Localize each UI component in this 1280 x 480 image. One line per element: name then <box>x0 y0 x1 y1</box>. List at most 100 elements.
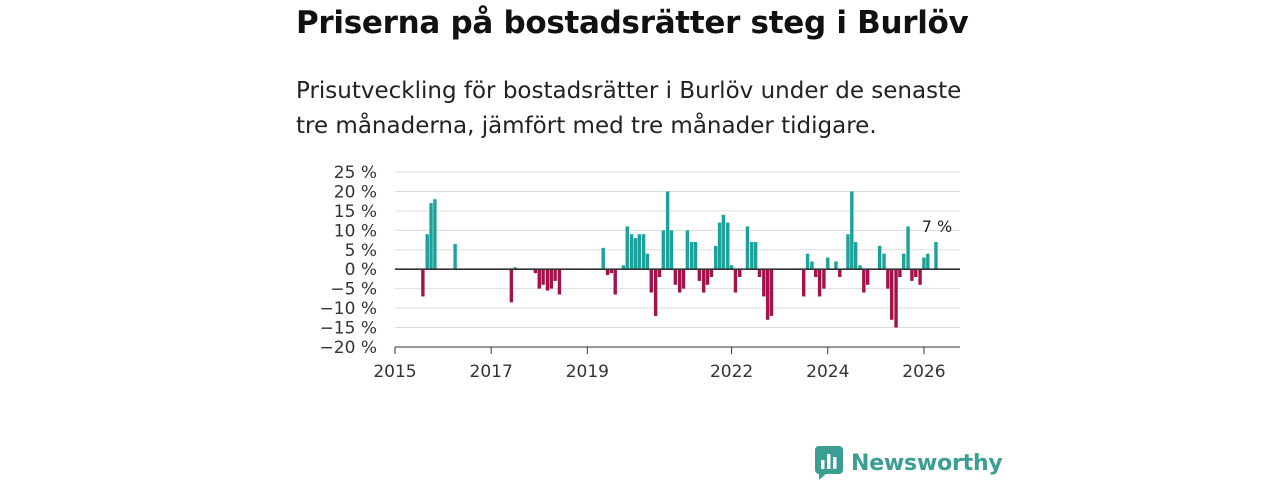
bar <box>717 222 722 270</box>
bar <box>625 226 629 270</box>
bar <box>934 242 938 270</box>
bar <box>657 269 662 277</box>
bar <box>605 269 610 276</box>
bar <box>714 245 718 270</box>
bar <box>822 269 826 289</box>
bar <box>890 269 894 320</box>
y-tick-label: −10 % <box>320 299 377 319</box>
bar <box>729 265 734 270</box>
x-tick-label: 2024 <box>806 362 849 382</box>
y-tick-label: 0 % <box>345 260 377 280</box>
bar <box>878 245 882 270</box>
bar <box>689 242 694 270</box>
bar <box>557 269 562 295</box>
bar <box>513 267 517 270</box>
newsworthy-logo: Newsworthy <box>815 446 1003 480</box>
bar <box>693 242 698 270</box>
bar <box>685 230 690 270</box>
bar <box>886 269 890 289</box>
y-tick-label: 5 % <box>345 241 377 261</box>
bar <box>621 265 626 270</box>
bar <box>421 269 425 297</box>
y-tick-label: 15 % <box>334 202 377 222</box>
bar <box>677 269 682 293</box>
bar <box>637 234 641 270</box>
x-tick-label: 2026 <box>902 362 945 382</box>
y-tick-label: 10 % <box>334 221 377 241</box>
chart-title: Priserna på bostadsrätter steg i Burlöv <box>296 5 969 41</box>
y-tick-label: 25 % <box>334 163 377 183</box>
x-tick-label: 2019 <box>566 362 609 382</box>
bar <box>669 230 674 270</box>
bar <box>726 222 730 270</box>
bar <box>661 230 666 270</box>
bar <box>898 269 902 277</box>
bar <box>910 269 914 281</box>
bar <box>541 269 545 285</box>
bar <box>429 203 433 270</box>
y-tick-label: −20 % <box>320 338 377 358</box>
bar <box>922 257 926 270</box>
y-tick-label: −5 % <box>330 280 377 300</box>
bar <box>862 269 866 293</box>
bar <box>633 238 638 270</box>
y-tick-label: 20 % <box>334 182 377 202</box>
bar <box>673 269 678 285</box>
bar <box>762 269 766 297</box>
x-tick-label: 2017 <box>470 362 513 382</box>
bar <box>709 269 714 277</box>
bar <box>846 234 850 270</box>
bar <box>834 261 838 270</box>
bar <box>902 253 906 270</box>
bar <box>533 269 538 274</box>
bar <box>733 269 738 293</box>
chart-subtitle: Prisutveckling för bostadsrätter i Burlö… <box>296 78 962 139</box>
bar <box>906 226 910 270</box>
bar <box>645 253 650 270</box>
bar <box>601 247 605 270</box>
bar <box>553 269 557 281</box>
bar <box>805 253 810 270</box>
bar <box>681 269 686 289</box>
bar <box>609 269 614 274</box>
bar <box>817 269 822 297</box>
x-tick-label: 2022 <box>710 362 753 382</box>
bar <box>757 269 762 277</box>
bar <box>802 269 806 297</box>
bar <box>838 269 842 277</box>
bar <box>613 269 617 295</box>
newsworthy-logo-icon <box>815 446 843 480</box>
bar <box>509 269 514 303</box>
bar <box>721 214 726 270</box>
bar <box>641 234 646 270</box>
brand-name: Newsworthy <box>851 450 1003 476</box>
bar <box>697 269 702 281</box>
bar <box>858 265 862 270</box>
bar <box>738 269 742 277</box>
bar <box>745 226 750 270</box>
bar <box>753 242 758 270</box>
bar <box>549 269 553 289</box>
bar <box>882 253 886 270</box>
bar <box>750 242 754 270</box>
bar <box>826 257 830 270</box>
last-value-label: 7 % <box>922 217 952 236</box>
bar <box>926 253 930 270</box>
bar <box>545 269 550 291</box>
bar <box>850 191 854 270</box>
bar <box>853 242 858 270</box>
bar <box>433 199 437 270</box>
bar <box>865 269 870 285</box>
bar <box>814 269 818 277</box>
bar <box>918 269 922 285</box>
bar <box>894 269 898 328</box>
bar <box>665 191 670 270</box>
bar <box>649 269 653 293</box>
bar <box>537 269 541 289</box>
bar <box>765 269 770 320</box>
bar <box>425 234 429 270</box>
bar <box>653 269 658 316</box>
bar <box>810 261 814 270</box>
